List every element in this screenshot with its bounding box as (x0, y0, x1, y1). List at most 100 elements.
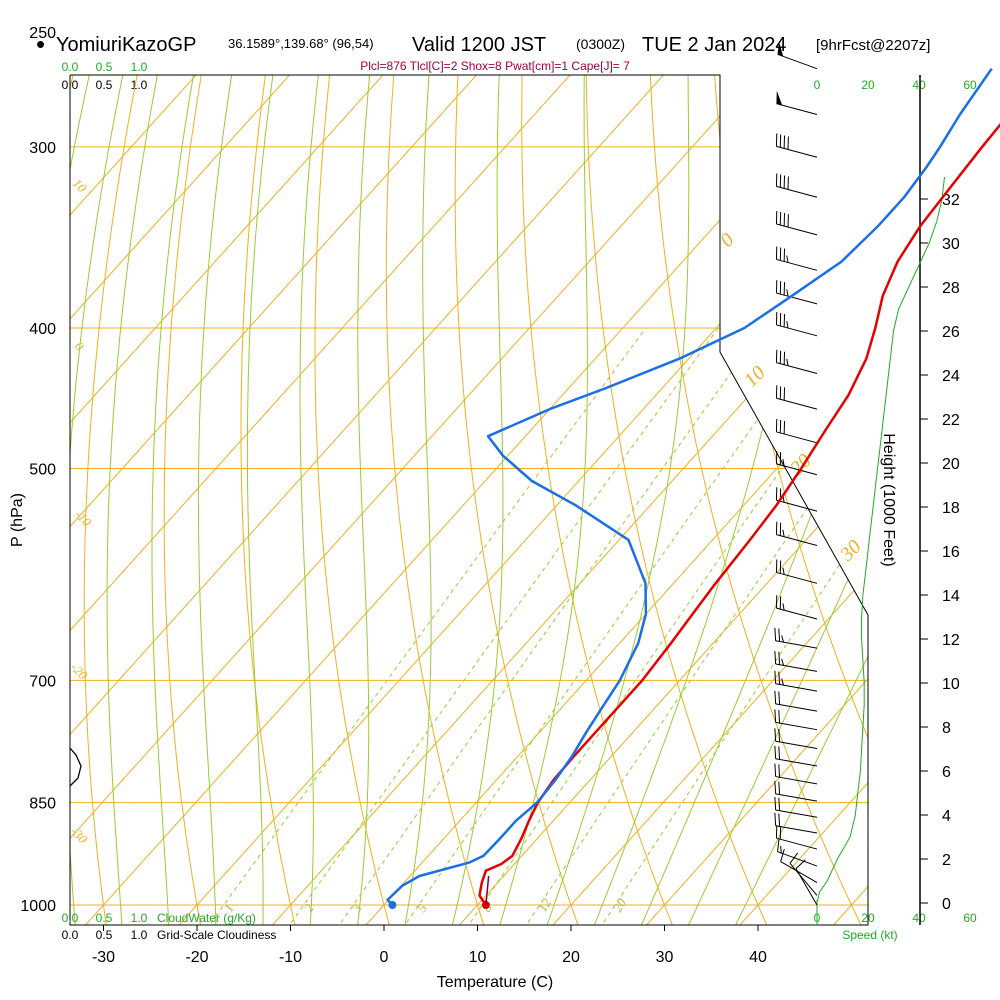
barb-staff (775, 703, 818, 712)
mixing-ratio-label: 3 (348, 901, 365, 915)
wind-barb (775, 559, 818, 584)
wind-barb (774, 763, 818, 785)
height-tick-label: 4 (942, 808, 951, 825)
height-tick-label: 2 (942, 852, 951, 869)
isotherm-line (70, 75, 643, 925)
top-speed-tick: 40 (912, 78, 926, 92)
barb-feather (778, 813, 781, 827)
mixing-ratio-line (331, 327, 764, 925)
bottom-cloud-tick: 1.0 (131, 911, 148, 925)
mixing-ratio-label: 5 (414, 901, 430, 915)
moist-adiabat-line (449, 75, 513, 925)
dry-adiabat-line (70, 75, 120, 925)
barb-staff (776, 223, 818, 236)
barb-staff (795, 868, 818, 906)
pressure-tick-label: 700 (29, 673, 56, 690)
barb-feather (786, 321, 789, 329)
wind-barb (775, 349, 818, 375)
isotherm-label: 30 (835, 536, 865, 566)
height-tick-label: 26 (942, 324, 960, 341)
wind-barb (775, 173, 818, 198)
isotherm-line (823, 75, 868, 925)
wind-barb (775, 133, 818, 158)
barb-staff (776, 431, 818, 444)
barb-feather (774, 651, 777, 665)
barb-feather (782, 459, 785, 467)
barb-feather (778, 781, 781, 795)
bottom-cloudiness-tick: 0.5 (96, 928, 113, 942)
pressure-tick-label: 300 (29, 140, 56, 157)
barb-feather (780, 846, 782, 854)
header-bullet: • (36, 29, 45, 59)
barb-staff (775, 640, 818, 649)
pressure-tick-label: 1000 (20, 898, 56, 915)
bottom-cloud-tick: 0.0 (62, 911, 79, 925)
wind-barb (775, 311, 818, 337)
temperature-tick-label: 0 (380, 949, 389, 966)
height-tick-label: 24 (942, 368, 960, 385)
station-coords: 36.1589°,139.68° (96,54) (228, 36, 374, 51)
barb-staff (775, 683, 818, 692)
moist-adiabat-line (402, 75, 448, 925)
mixing-ratio-line (594, 327, 868, 925)
wind-barb (775, 280, 818, 305)
barb-staff (777, 851, 818, 867)
stability-indices: Plcl=876 Tlcl[C]=2 Shox=8 Pwat[cm]=1 Cap… (360, 59, 630, 73)
wind-speed-profile (816, 176, 945, 904)
wind-barb (775, 385, 818, 410)
height-axis-label: Height (1000 Feet) (880, 433, 897, 566)
cloudwater-label: CloudWater (g/Kg) (157, 911, 256, 925)
barb-feather (782, 567, 785, 575)
bottom-cloud-tick: 0.5 (96, 911, 113, 925)
isotherm-line (262, 75, 868, 925)
temperature-tick-label: 10 (469, 949, 487, 966)
barb-staff (775, 758, 818, 767)
moist-adiabat-line (151, 75, 231, 925)
barb-feather (782, 529, 785, 537)
barb-feather (774, 797, 777, 811)
moist-adiabat-line (355, 75, 394, 925)
height-tick-label: 32 (942, 192, 960, 209)
height-tick-label: 12 (942, 632, 960, 649)
pressure-tick-label: 400 (29, 321, 56, 338)
isotherm-label: 0 (716, 229, 739, 252)
barb-staff (776, 499, 818, 512)
height-tick-label: 10 (942, 676, 960, 693)
dry-adiabat-line (647, 75, 867, 925)
dry-adiabat-line (163, 75, 238, 925)
barb-staff (775, 809, 818, 818)
plot-boundary (69, 74, 869, 926)
wind-barb (775, 825, 818, 850)
wind-barb (774, 797, 818, 818)
thermo-background (0, 0, 868, 936)
wind-barb (775, 211, 818, 236)
moist-adiabat-line (70, 75, 166, 925)
wind-barb (775, 418, 818, 444)
height-tick-label: 28 (942, 280, 960, 297)
wind-barb (780, 849, 818, 883)
barb-feather (778, 797, 781, 811)
cloudiness-curve (69, 747, 82, 787)
isotherm-line (70, 75, 456, 925)
bottom-cloud-scale: 0.0 0.5 1.0 CloudWater (g/Kg) 0.0 0.5 1.… (62, 911, 277, 942)
barb-staff (777, 53, 818, 70)
wind-barb (775, 246, 818, 271)
isotherm-line (449, 75, 868, 925)
moist-adiabat-line (106, 75, 198, 925)
top-cloud-tick: 0.0 (62, 60, 79, 74)
height-tick-label: 18 (942, 500, 960, 517)
wind-barb (776, 90, 818, 116)
barb-staff (775, 740, 818, 750)
dry-adiabat-line (0, 0, 1, 936)
barb-staff (776, 258, 818, 271)
barb-feather (786, 358, 789, 366)
forecast-tag: [9hrFcst@2207z] (816, 37, 930, 54)
isotherm-line (542, 75, 868, 925)
barb-feather (774, 627, 777, 641)
surface-dewpoint-marker (388, 901, 397, 909)
bottom-cloudiness-tick: 1.0 (131, 928, 148, 942)
dry-adiabat-line (585, 75, 772, 925)
barb-feather (778, 710, 781, 724)
top-speed-tick: 0 (814, 78, 821, 92)
isotherm-line (70, 75, 736, 925)
